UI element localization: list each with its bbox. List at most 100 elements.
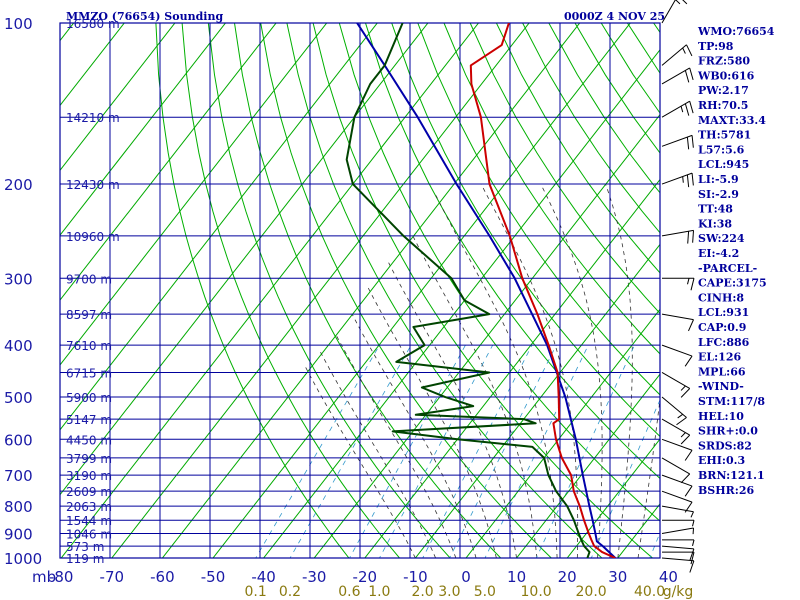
index-item: TT:48	[698, 203, 733, 216]
wind-barb-half	[675, 0, 681, 5]
wind-barb-half	[692, 539, 695, 547]
wind-barb-staff	[661, 505, 694, 513]
temperature-tick-label: -10	[403, 568, 428, 586]
wind-barb-staff	[661, 457, 690, 475]
wind-barb-flag	[684, 501, 693, 513]
mixing-ratio-label: 40.0	[634, 584, 665, 600]
height-label: 3799 m	[66, 452, 112, 466]
dry-adiabat	[181, 23, 401, 558]
index-item: PW:2.17	[698, 84, 749, 97]
sounding-profiles	[345, 23, 616, 558]
wind-barb-flag	[680, 434, 691, 445]
height-label: 2063 m	[66, 500, 112, 514]
index-item: SW:224	[698, 232, 745, 245]
moist-adiabat	[540, 183, 603, 558]
wind-barb-half	[692, 520, 695, 527]
wind-barb-flag	[690, 551, 695, 565]
isotherm-line	[60, 23, 125, 107]
wind-barb-flag	[684, 449, 693, 461]
wind-barb-flag	[686, 44, 693, 57]
isotherm-line	[313, 113, 660, 558]
height-label: 8597 m	[66, 308, 112, 322]
isotherm-line	[414, 243, 660, 558]
wind-barb-flag	[686, 174, 690, 188]
index-item: WMO:76654	[697, 25, 775, 38]
wind-barb-staff	[661, 545, 694, 550]
height-label: 14210 m	[66, 111, 120, 125]
index-item: BRN:121.1	[698, 469, 765, 482]
dry-adiabat	[155, 23, 350, 558]
dry-adiabat	[207, 23, 451, 558]
wind-barb-staff	[661, 313, 694, 321]
index-item: SRDS:82	[698, 439, 752, 452]
index-item: -PARCEL-	[698, 262, 757, 275]
moist-adiabat	[366, 285, 497, 558]
mixing-ratio-line	[484, 344, 589, 558]
wind-barb-flag	[691, 135, 694, 148]
wind-barb-flag	[680, 388, 691, 398]
index-item: KI:38	[698, 217, 732, 230]
moist-adiabat	[412, 235, 538, 558]
height-label: 6715 m	[66, 366, 112, 380]
wind-barb-flag	[691, 173, 694, 186]
temperature-tick-label: 20	[558, 568, 577, 586]
wind-barb-flag	[686, 137, 690, 150]
temperature-tick-label: -70	[100, 568, 125, 586]
index-item: CINH:8	[698, 291, 744, 304]
moist-adiabat	[388, 262, 517, 558]
pressure-unit-label: mb	[32, 568, 56, 586]
dry-adiabat	[417, 23, 660, 396]
index-item: LI:-5.9	[698, 173, 739, 186]
wind-barbs	[661, 0, 695, 573]
wind-barb-half	[682, 47, 686, 54]
wind-barb-half	[680, 106, 684, 113]
isotherm-line	[465, 308, 660, 558]
mixing-ratio-label: 3.0	[438, 584, 460, 600]
moist-adiabat	[334, 333, 457, 558]
pressure-tick-label: 800	[4, 498, 33, 516]
wind-barb-flag	[689, 548, 695, 561]
wind-barb-half	[677, 413, 683, 419]
mixing-ratio-label: 5.0	[474, 584, 496, 600]
wind-barb-staff	[661, 557, 694, 562]
index-item: CAP:0.9	[698, 321, 746, 334]
wind-barb-flag	[688, 319, 694, 332]
index-item: TH:5781	[698, 129, 751, 142]
pressure-tick-label: 700	[4, 467, 33, 485]
index-item: HEL:10	[698, 410, 744, 423]
temperature-tick-label: -50	[201, 568, 226, 586]
index-item: LCL:931	[698, 306, 749, 319]
isotherm-line	[262, 48, 660, 558]
pressure-tick-label: 500	[4, 389, 33, 407]
moist-adiabat	[435, 195, 558, 558]
temperature-profile	[469, 23, 616, 558]
plot-frame	[59, 22, 661, 559]
moist-adiabat	[351, 313, 477, 558]
mixing-ratio-label: 0.2	[279, 584, 301, 600]
mixing-ratio-line	[379, 344, 494, 558]
height-label: 2609 m	[66, 485, 112, 499]
isotherm-line	[566, 438, 660, 558]
index-item: WB0:616	[697, 69, 755, 82]
height-label: 10960 m	[66, 230, 120, 244]
isotherm-line	[161, 23, 581, 558]
pressure-tick-label: 400	[4, 337, 33, 355]
mixing-ratio-label: 20.0	[576, 584, 607, 600]
mixing-ratio-label: 10.0	[521, 584, 552, 600]
isotherm-line	[60, 23, 227, 236]
temperature-tick-label: -60	[150, 568, 175, 586]
wind-barb-flag	[684, 355, 693, 367]
index-item: STM:117/8	[698, 395, 765, 408]
wind-barb-flag	[689, 67, 694, 80]
temperature-tick-label: -40	[251, 568, 276, 586]
index-item: RH:70.5	[698, 99, 748, 112]
height-label: 3190 m	[66, 469, 112, 483]
wind-barb-staff	[661, 490, 693, 503]
temperature-tick-label: -20	[353, 568, 378, 586]
wind-barb-flag	[687, 231, 690, 244]
index-item: EL:126	[698, 351, 741, 364]
index-item: -WIND-	[698, 380, 744, 393]
